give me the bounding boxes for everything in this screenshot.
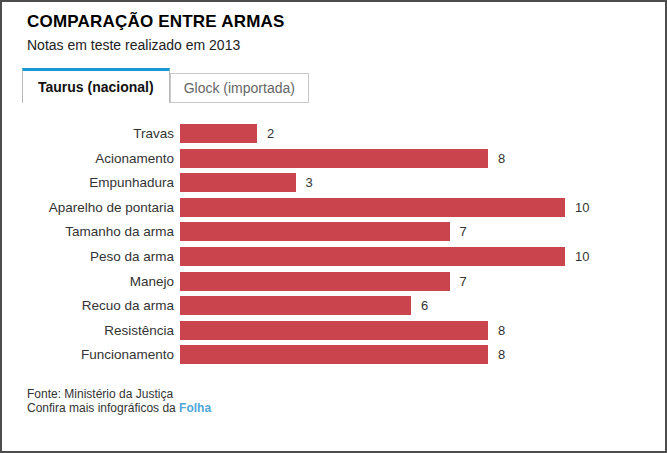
bar: [180, 345, 488, 364]
bar-chart: Travas 2 Acionamento 8 Empunhadura 3 Aparelho …: [27, 124, 665, 364]
category-label: Aparelho de pontaria: [27, 200, 174, 215]
category-label: Peso da arma: [27, 249, 174, 264]
bar: [180, 222, 450, 241]
bar: [180, 124, 257, 143]
category-label: Empunhadura: [27, 175, 174, 190]
value-label: 8: [498, 347, 505, 362]
value-label: 10: [575, 249, 589, 264]
value-label: 3: [306, 175, 313, 190]
folha-link[interactable]: Folha: [179, 401, 211, 415]
chart-row: Peso da arma 10: [27, 247, 665, 266]
more-infographics-line: Confira mais infográficos da Folha: [27, 401, 211, 415]
chart-row: Manejo 7: [27, 272, 665, 291]
value-label: 7: [460, 224, 467, 239]
tab-glock-importada[interactable]: Glock (importada): [170, 73, 309, 103]
value-label: 7: [460, 274, 467, 289]
category-label: Travas: [27, 126, 174, 141]
infographic-panel: COMPARAÇÃO ENTRE ARMAS Notas em teste re…: [0, 0, 667, 453]
page-title: COMPARAÇÃO ENTRE ARMAS: [27, 12, 640, 32]
source-note: Fonte: Ministério da Justiça: [27, 387, 211, 401]
category-label: Manejo: [27, 274, 174, 289]
bar: [180, 149, 488, 168]
value-label: 8: [498, 323, 505, 338]
chart-row: Recuo da arma 6: [27, 296, 665, 315]
chart-row: Acionamento 8: [27, 149, 665, 168]
category-label: Funcionamento: [27, 347, 174, 362]
page-subtitle: Notas em teste realizado em 2013: [27, 37, 640, 53]
chart-row: Resistência 8: [27, 321, 665, 340]
chart-row: Travas 2: [27, 124, 665, 143]
value-label: 10: [575, 200, 589, 215]
value-label: 2: [267, 126, 274, 141]
tab-taurus-nacional[interactable]: Taurus (nacional): [22, 68, 170, 103]
bar: [180, 321, 488, 340]
category-label: Tamanho da arma: [27, 224, 174, 239]
category-label: Acionamento: [27, 151, 174, 166]
bar: [180, 198, 565, 217]
more-infographics-text: Confira mais infográficos da: [27, 401, 179, 415]
chart-row: Aparelho de pontaria 10: [27, 198, 665, 217]
chart-row: Funcionamento 8: [27, 345, 665, 364]
header: COMPARAÇÃO ENTRE ARMAS Notas em teste re…: [2, 2, 665, 53]
bar: [180, 173, 296, 192]
value-label: 6: [421, 298, 428, 313]
bar: [180, 272, 450, 291]
tab-strip: Taurus (nacional) Glock (importada): [22, 68, 665, 103]
category-label: Recuo da arma: [27, 298, 174, 313]
category-label: Resistência: [27, 323, 174, 338]
bar: [180, 247, 565, 266]
value-label: 8: [498, 151, 505, 166]
footer: Fonte: Ministério da Justiça Confira mai…: [27, 387, 211, 415]
chart-row: Tamanho da arma 7: [27, 222, 665, 241]
chart-row: Empunhadura 3: [27, 173, 665, 192]
bar: [180, 296, 411, 315]
